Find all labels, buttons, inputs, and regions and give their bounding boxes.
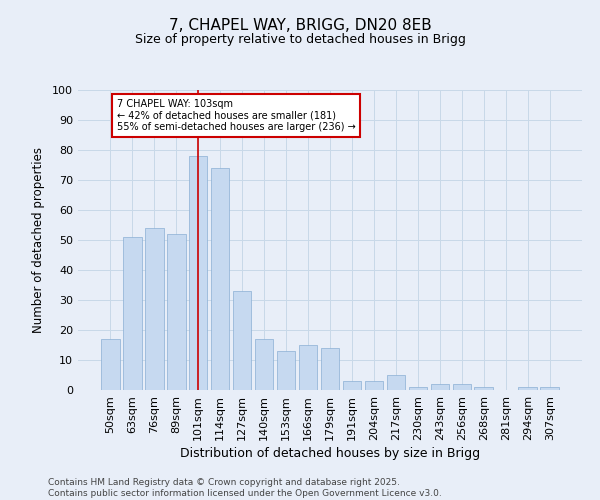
Bar: [145, 228, 164, 390]
Bar: [452, 384, 471, 390]
Bar: [320, 348, 340, 390]
Bar: [233, 291, 251, 390]
Bar: [189, 156, 208, 390]
Text: 7 CHAPEL WAY: 103sqm
← 42% of detached houses are smaller (181)
55% of semi-deta: 7 CHAPEL WAY: 103sqm ← 42% of detached h…: [117, 99, 356, 132]
Bar: [167, 234, 185, 390]
Text: Contains HM Land Registry data © Crown copyright and database right 2025.
Contai: Contains HM Land Registry data © Crown c…: [48, 478, 442, 498]
Bar: [518, 387, 537, 390]
Bar: [101, 339, 119, 390]
Bar: [475, 387, 493, 390]
Bar: [123, 237, 142, 390]
Bar: [255, 339, 274, 390]
Bar: [386, 375, 405, 390]
Bar: [299, 345, 317, 390]
Bar: [541, 387, 559, 390]
Bar: [431, 384, 449, 390]
Bar: [365, 381, 383, 390]
Bar: [409, 387, 427, 390]
Text: Size of property relative to detached houses in Brigg: Size of property relative to detached ho…: [134, 32, 466, 46]
Y-axis label: Number of detached properties: Number of detached properties: [32, 147, 45, 333]
Text: 7, CHAPEL WAY, BRIGG, DN20 8EB: 7, CHAPEL WAY, BRIGG, DN20 8EB: [169, 18, 431, 32]
X-axis label: Distribution of detached houses by size in Brigg: Distribution of detached houses by size …: [180, 447, 480, 460]
Bar: [211, 168, 229, 390]
Bar: [277, 351, 295, 390]
Bar: [343, 381, 361, 390]
